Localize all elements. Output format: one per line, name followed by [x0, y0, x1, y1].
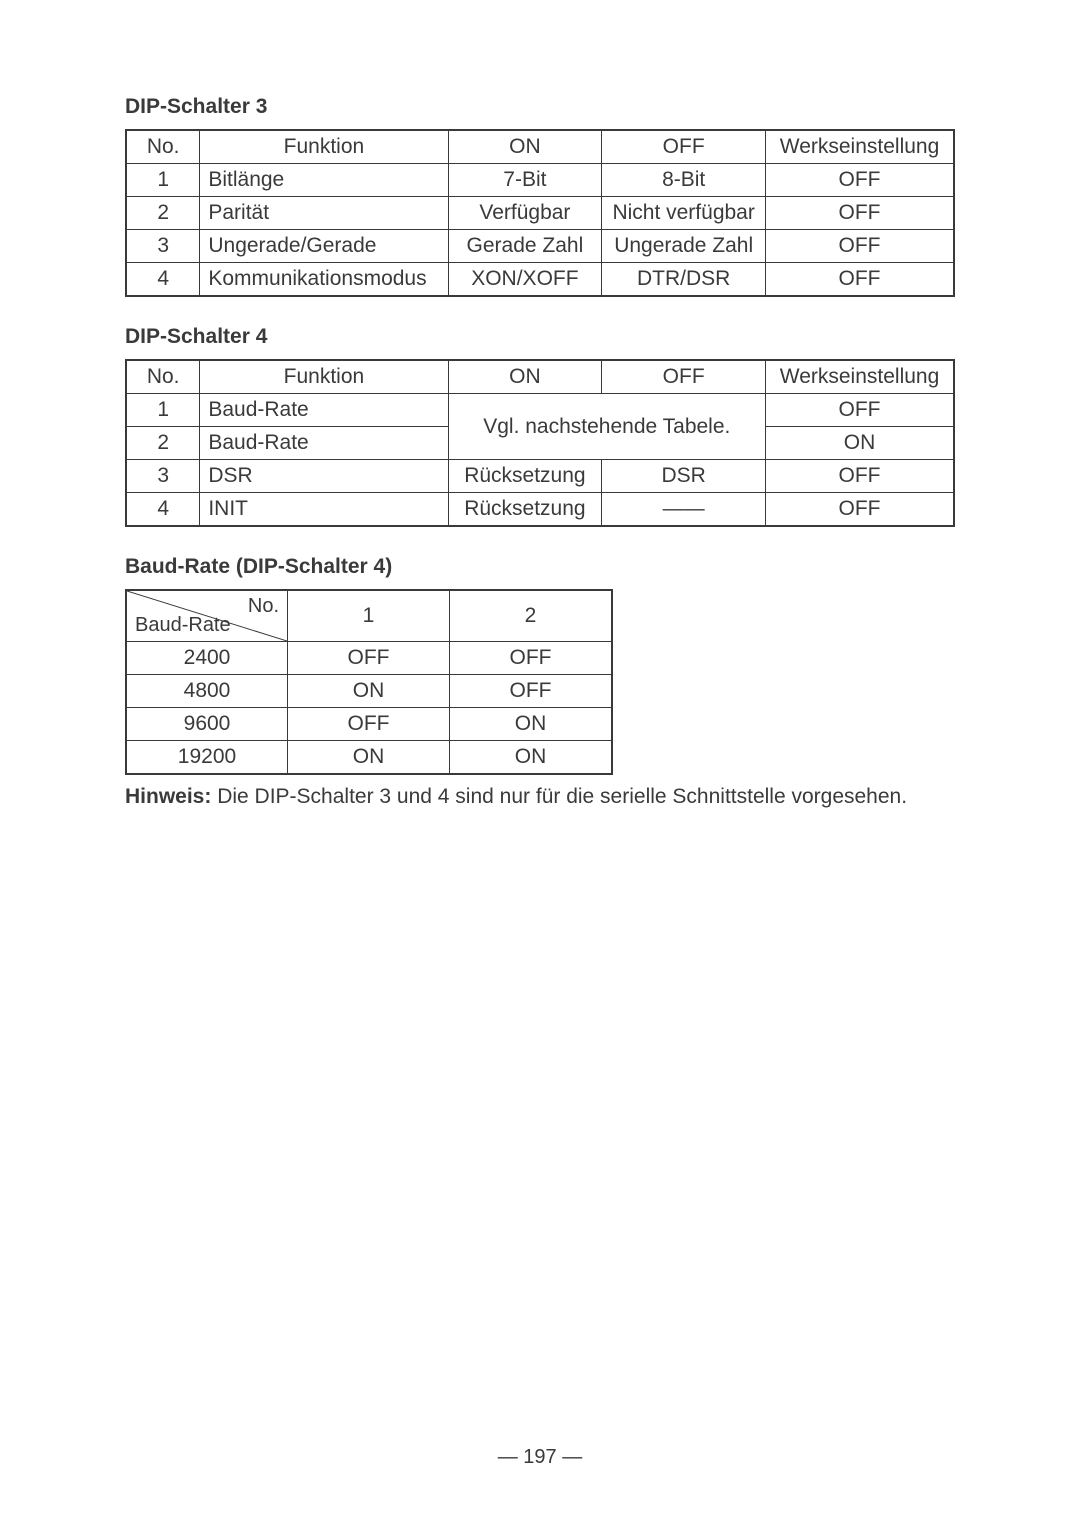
baud-col-2: 2 [450, 590, 613, 642]
table-cell: ON [450, 741, 613, 775]
baud-col-1: 1 [288, 590, 450, 642]
table-cell: 7-Bit [448, 164, 602, 197]
table-cell: Verfügbar [448, 197, 602, 230]
hinweis-text: Die DIP-Schalter 3 und 4 sind nur für di… [211, 785, 907, 808]
table-cell: ON [766, 427, 954, 460]
table-cell: Rücksetzung [448, 460, 602, 493]
table-cell: INIT [200, 493, 448, 527]
table-cell: OFF [288, 708, 450, 741]
table-cell: ON [288, 675, 450, 708]
dip3-hdr-func: Funktion [200, 130, 448, 164]
table-cell: 1 [126, 164, 200, 197]
table-cell: Bitlänge [200, 164, 448, 197]
baud-diag-top: No. [248, 595, 279, 618]
table-cell: OFF [766, 460, 954, 493]
table-cell: XON/XOFF [448, 263, 602, 297]
table-cell: ON [288, 741, 450, 775]
table-cell: OFF [766, 230, 954, 263]
hinweis-label: Hinweis: [125, 785, 211, 808]
table-cell: 3 [126, 460, 200, 493]
table-cell: 1 [126, 394, 200, 427]
table-cell: 8-Bit [602, 164, 766, 197]
table-cell: —— [602, 493, 766, 527]
dip4-hdr-func: Funktion [200, 360, 448, 394]
baud-title: Baud-Rate (DIP-Schalter 4) [125, 555, 955, 579]
dip4-table: No. Funktion ON OFF Werkseinstellung 1 B… [125, 359, 955, 527]
hinweis-note: Hinweis: Die DIP-Schalter 3 und 4 sind n… [125, 785, 955, 809]
table-cell: Baud-Rate [200, 394, 448, 427]
table-cell: DSR [200, 460, 448, 493]
dip3-hdr-off: OFF [602, 130, 766, 164]
dip4-title: DIP-Schalter 4 [125, 325, 955, 349]
table-cell: 4 [126, 493, 200, 527]
table-cell: 4800 [126, 675, 288, 708]
table-cell: Parität [200, 197, 448, 230]
table-cell: OFF [288, 642, 450, 675]
table-cell: 19200 [126, 741, 288, 775]
table-cell: Kommunikationsmodus [200, 263, 448, 297]
table-cell: Nicht verfügbar [602, 197, 766, 230]
dip3-hdr-no: No. [126, 130, 200, 164]
dip4-hdr-on: ON [448, 360, 602, 394]
table-cell: 4 [126, 263, 200, 297]
dip3-hdr-def: Werkseinstellung [766, 130, 954, 164]
dip4-hdr-def: Werkseinstellung [766, 360, 954, 394]
table-cell: OFF [450, 675, 613, 708]
baud-diag-header: No. Baud-Rate [126, 590, 288, 642]
table-cell: 2 [126, 197, 200, 230]
baud-diag-bottom: Baud-Rate [135, 614, 231, 637]
table-cell: OFF [450, 642, 613, 675]
table-cell: OFF [766, 493, 954, 527]
table-cell: 9600 [126, 708, 288, 741]
dip4-hdr-no: No. [126, 360, 200, 394]
table-cell: Rücksetzung [448, 493, 602, 527]
table-cell: OFF [766, 263, 954, 297]
baud-table: No. Baud-Rate 1 2 2400 OFF OFF 4800 ON O… [125, 589, 613, 775]
dip3-table: No. Funktion ON OFF Werkseinstellung 1 B… [125, 129, 955, 297]
table-cell: OFF [766, 197, 954, 230]
table-cell: DSR [602, 460, 766, 493]
table-cell: 3 [126, 230, 200, 263]
dip4-hdr-off: OFF [602, 360, 766, 394]
dip4-merged-note: Vgl. nachstehende Tabele. [448, 394, 766, 460]
table-cell: DTR/DSR [602, 263, 766, 297]
table-cell: OFF [766, 164, 954, 197]
table-cell: Ungerade Zahl [602, 230, 766, 263]
table-cell: 2 [126, 427, 200, 460]
table-cell: ON [450, 708, 613, 741]
table-cell: Gerade Zahl [448, 230, 602, 263]
page-number: — 197 — [0, 1446, 1080, 1469]
table-cell: 2400 [126, 642, 288, 675]
table-cell: Baud-Rate [200, 427, 448, 460]
dip3-title: DIP-Schalter 3 [125, 95, 955, 119]
dip3-hdr-on: ON [448, 130, 602, 164]
table-cell: Ungerade/Gerade [200, 230, 448, 263]
table-cell: OFF [766, 394, 954, 427]
